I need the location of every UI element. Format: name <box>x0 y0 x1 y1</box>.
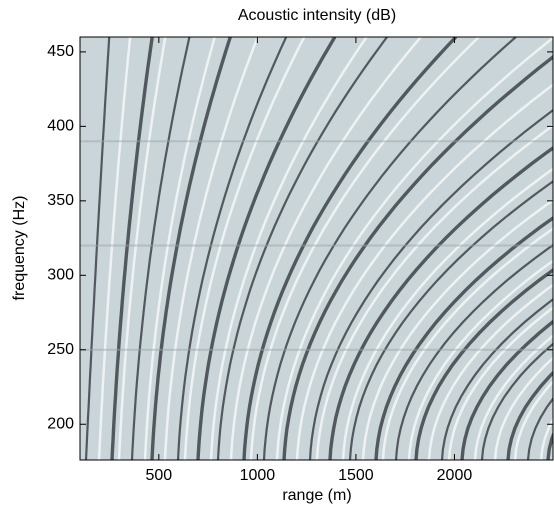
striation <box>176 37 288 460</box>
striation <box>242 37 458 460</box>
striation <box>315 123 553 460</box>
striation <box>183 37 306 460</box>
striation <box>506 370 553 460</box>
striation <box>348 180 553 460</box>
striation <box>473 334 553 460</box>
intensity-field <box>80 37 553 460</box>
mode-boundary <box>80 244 553 247</box>
striation <box>493 356 553 460</box>
striation <box>117 37 167 460</box>
y-tick-label: 300 <box>47 267 74 284</box>
striation <box>447 306 553 460</box>
y-tick-label: 250 <box>47 341 74 358</box>
striation <box>381 227 553 460</box>
striation <box>407 259 553 460</box>
striation <box>282 54 553 460</box>
mode-boundary <box>80 348 553 351</box>
x-tick-label: 1000 <box>240 467 276 484</box>
striation <box>427 283 553 460</box>
y-axis-label: frequency (Hz) <box>11 196 28 301</box>
striation <box>480 342 553 460</box>
striation <box>374 215 553 460</box>
striation <box>275 37 553 460</box>
striation <box>249 37 480 460</box>
striation <box>229 37 422 460</box>
striation <box>84 37 111 460</box>
x-tick-label: 500 <box>145 467 172 484</box>
striation <box>513 379 553 460</box>
striation <box>394 243 553 460</box>
striation <box>130 37 191 460</box>
chart-title: Acoustic intensity (dB) <box>238 7 396 24</box>
striation <box>216 37 388 460</box>
x-tick-label: 2000 <box>437 467 473 484</box>
striation <box>110 37 154 460</box>
x-axis-label: range (m) <box>282 487 351 504</box>
striation <box>295 83 553 460</box>
striation <box>97 37 132 460</box>
striation <box>209 37 368 460</box>
striation <box>361 198 553 460</box>
striation <box>440 298 553 460</box>
striation <box>308 108 553 460</box>
y-tick-label: 200 <box>47 415 74 432</box>
striation <box>196 37 337 460</box>
mode-boundary <box>80 140 553 143</box>
striation <box>328 145 553 460</box>
striation <box>414 267 553 460</box>
y-tick-label: 400 <box>47 118 74 135</box>
plot-frame <box>79 36 554 461</box>
striation <box>150 37 232 460</box>
striation <box>262 37 517 460</box>
striation <box>163 37 259 460</box>
y-tick-label: 350 <box>47 192 74 209</box>
striation <box>341 167 553 460</box>
striation <box>143 37 216 460</box>
striation <box>460 319 553 460</box>
x-tick-label: 1500 <box>338 467 374 484</box>
y-tick-label: 450 <box>47 43 74 60</box>
